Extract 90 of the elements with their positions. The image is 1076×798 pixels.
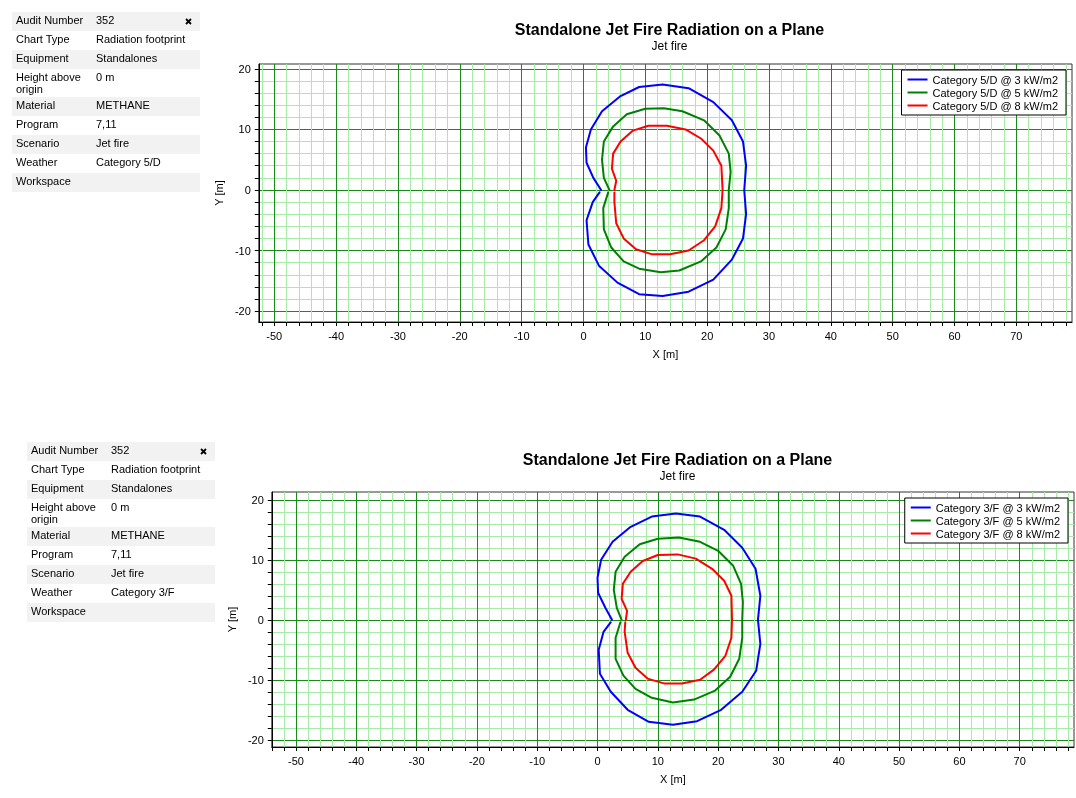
chart-subtitle: Jet fire (651, 39, 688, 53)
x-tick-label: 60 (948, 329, 961, 342)
x-tick-label: 40 (832, 754, 845, 767)
text: Material (16, 99, 56, 111)
chart-title: Standalone Jet Fire Radiation on a Plane (514, 20, 825, 38)
y-tick-label: -10 (247, 673, 264, 686)
text: Chart Type (16, 33, 70, 45)
line-series (584, 83, 748, 297)
x-tick-label: -30 (408, 754, 425, 767)
line-series (620, 553, 734, 685)
x-tick-label: 70 (1013, 754, 1026, 767)
text: 0 m (111, 501, 130, 513)
x-tick-label: -30 (389, 329, 406, 342)
text: Chart Type (31, 463, 85, 475)
text: Standalones (111, 482, 173, 494)
text: METHANE (96, 99, 150, 111)
x-tick-label: 70 (1010, 329, 1023, 342)
text: Audit Number (16, 14, 84, 26)
y-tick-label: -20 (234, 305, 251, 318)
y-tick-label: 0 (257, 613, 264, 626)
line-series (612, 536, 744, 704)
x-tick-label: 10 (639, 329, 652, 342)
text: METHANE (111, 529, 165, 541)
text: Radiation footprint (111, 463, 201, 475)
x-tick-label: -40 (348, 754, 365, 767)
x-tick-label: 50 (886, 329, 899, 342)
x-tick-label: -20 (468, 754, 485, 767)
text: Category 5/D (96, 156, 161, 168)
x-tick-label: 60 (953, 754, 966, 767)
text: Jet fire (96, 137, 130, 149)
legend-label: Category 3/F @ 5 kW/m2 (935, 514, 1061, 527)
text: Scenario (16, 137, 60, 149)
text: 352 (111, 444, 130, 456)
line-series (601, 107, 732, 274)
x-tick-label: 50 (892, 754, 906, 767)
legend-label: Category 5/D @ 5 kW/m2 (932, 86, 1058, 99)
x-tick-label: -10 (529, 754, 546, 767)
text: Weather (16, 156, 58, 168)
y-tick-label: -20 (247, 733, 264, 746)
x-tick-label: 30 (762, 329, 776, 342)
text: 352 (96, 14, 115, 26)
y-tick-label: 20 (238, 62, 251, 75)
x-axis-title: X [m] (660, 772, 686, 785)
y-axis-title: Y [m] (212, 180, 225, 206)
text: Audit Number (31, 444, 99, 456)
text: Workspace (31, 605, 86, 617)
text: Program (16, 118, 59, 130)
x-tick-label: -20 (451, 329, 468, 342)
text: Height above origin (16, 71, 81, 95)
x-tick-label: -50 (266, 329, 283, 342)
line-series (610, 124, 724, 256)
y-tick-label: 10 (251, 553, 264, 566)
text: Weather (31, 586, 73, 598)
y-tick-label: 0 (244, 183, 251, 196)
x-tick-label: 10 (651, 754, 664, 767)
x-tick-label: 20 (712, 754, 725, 767)
x-tick-label: -50 (287, 754, 304, 767)
y-tick-label: -10 (234, 244, 251, 257)
legend-label: Category 3/F @ 3 kW/m2 (935, 501, 1061, 514)
x-tick-label: -10 (513, 329, 530, 342)
text: Standalones (96, 52, 158, 64)
text: Workspace (16, 175, 71, 187)
text: Scenario (31, 567, 75, 579)
x-axis-title: X [m] (652, 347, 679, 360)
y-axis-title: Y [m] (225, 606, 238, 633)
chart-subtitle: Jet fire (659, 469, 696, 483)
text: Equipment (31, 482, 84, 494)
line-series (596, 512, 762, 726)
chart-title: Standalone Jet Fire Radiation on a Plane (522, 450, 833, 468)
text: Jet fire (111, 567, 145, 579)
text: 7,11 (96, 118, 117, 130)
y-tick-label: 10 (238, 123, 251, 136)
text: 7,11 (111, 548, 132, 560)
x-tick-label: 20 (701, 329, 714, 342)
legend-label: Category 5/D @ 8 kW/m2 (932, 99, 1058, 112)
text: Radiation footprint (96, 33, 186, 45)
text: Material (31, 529, 71, 541)
y-tick-label: 20 (251, 493, 264, 506)
text: Height above origin (31, 501, 96, 525)
x-tick-label: 0 (580, 329, 587, 342)
text: Category 3/F (111, 586, 175, 598)
text: Program (31, 548, 74, 560)
x-tick-label: -40 (328, 329, 345, 342)
x-tick-label: 0 (594, 754, 601, 767)
x-tick-label: 40 (824, 329, 837, 342)
legend-label: Category 3/F @ 8 kW/m2 (935, 527, 1061, 540)
x-tick-label: 30 (772, 754, 785, 767)
text: Equipment (16, 52, 69, 64)
text: 0 m (96, 71, 115, 83)
legend-label: Category 5/D @ 3 kW/m2 (932, 73, 1058, 86)
